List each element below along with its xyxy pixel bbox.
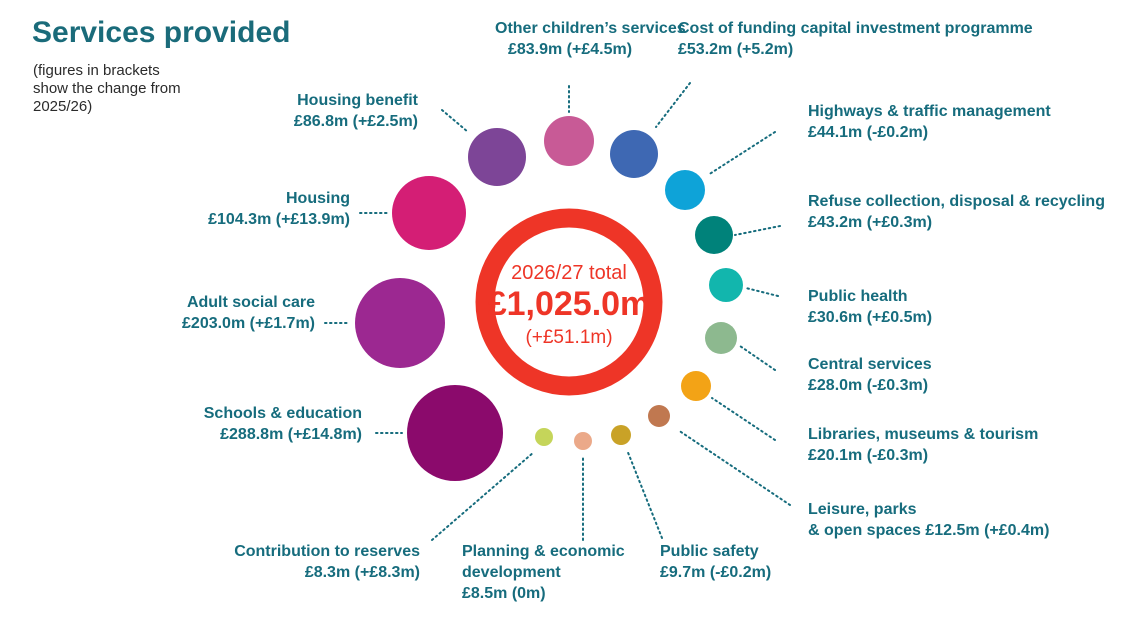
public-safety-bubble bbox=[611, 425, 631, 445]
refuse-label: Refuse collection, disposal & recycling £… bbox=[808, 191, 1105, 233]
planning-label-line: Planning & economic bbox=[462, 543, 625, 560]
total-value: £1,025.0m bbox=[488, 285, 651, 323]
other-childrens-services-bubble bbox=[544, 116, 594, 166]
other-childrens-services-label-line: Other children’s services bbox=[495, 20, 686, 37]
leisure-bubble bbox=[648, 405, 670, 427]
reserves-label-line: Contribution to reserves bbox=[234, 543, 420, 560]
cost-of-funding-leader-line bbox=[655, 82, 691, 128]
libraries-label: Libraries, museums & tourism £20.1m (-£0.… bbox=[808, 424, 1038, 466]
adult-social-care-bubble bbox=[355, 278, 445, 368]
housing-benefit-label-line: £86.8m (+£2.5m) bbox=[293, 113, 418, 130]
adult-social-care-label-line: Adult social care bbox=[186, 294, 315, 311]
housing-bubble bbox=[392, 176, 466, 250]
reserves-label-line: £8.3m (+£8.3m) bbox=[304, 564, 420, 581]
highways-bubble bbox=[665, 170, 705, 210]
housing-label: Housing £104.3m (+£13.9m) bbox=[208, 188, 350, 230]
change-note: (figures in brackets show the change fro… bbox=[33, 62, 181, 115]
public-safety-label-line: £9.7m (-£0.2m) bbox=[660, 564, 772, 581]
central-services-bubble bbox=[705, 322, 737, 354]
housing-benefit-bubble bbox=[468, 128, 526, 186]
public-safety-label-line: Public safety bbox=[660, 543, 759, 560]
public-health-label: Public health £30.6m (+£0.5m) bbox=[808, 286, 932, 328]
refuse-label-line: Refuse collection, disposal & recycling bbox=[808, 193, 1105, 210]
leisure-label-line: & open spaces £12.5m (+£0.4m) bbox=[808, 522, 1050, 539]
highways-label: Highways & traffic management £44.1m (-£0… bbox=[808, 101, 1051, 143]
reserves-bubble bbox=[535, 428, 553, 446]
refuse-bubble bbox=[695, 216, 733, 254]
cost-of-funding-bubble bbox=[610, 130, 658, 178]
libraries-bubble bbox=[681, 371, 711, 401]
planning-label: Planning & economic development £8.5m (0m) bbox=[462, 541, 625, 604]
housing-benefit-leader-line bbox=[441, 109, 469, 133]
schools-education-label-line: Schools & education bbox=[203, 405, 362, 422]
housing-label-line: £104.3m (+£13.9m) bbox=[208, 211, 350, 228]
housing-benefit-label: Housing benefit £86.8m (+£2.5m) bbox=[294, 90, 418, 132]
other-childrens-services-label-line: £83.9m (+£4.5m) bbox=[507, 41, 633, 58]
cost-of-funding-label-line: Cost of funding capital investment progr… bbox=[678, 20, 1033, 37]
adult-social-care-label: Adult social care £203.0m (+£1.7m) bbox=[182, 292, 315, 334]
total-change: (+£51.1m) bbox=[525, 327, 612, 348]
libraries-label-line: £20.1m (-£0.3m) bbox=[808, 447, 929, 464]
planning-label-line: £8.5m (0m) bbox=[462, 585, 546, 602]
public-safety-leader-line bbox=[626, 449, 663, 539]
other-childrens-services-label: Other children’s services £83.9m (+£4.5m) bbox=[495, 18, 686, 60]
central-services-leader-line bbox=[739, 345, 776, 371]
central-services-label-line: £28.0m (-£0.3m) bbox=[808, 377, 929, 394]
total-ring bbox=[475, 208, 663, 396]
page-title: Services provided bbox=[32, 16, 291, 49]
schools-education-label: Schools & education £288.8m (+£14.8m) bbox=[204, 403, 362, 445]
libraries-label-line: Libraries, museums & tourism bbox=[808, 426, 1039, 443]
public-health-label-line: Public health bbox=[808, 288, 908, 305]
central-services-label-line: Central services bbox=[808, 356, 932, 373]
refuse-leader-line bbox=[734, 225, 781, 236]
highways-leader-line bbox=[707, 131, 776, 176]
highways-label-line: £44.1m (-£0.2m) bbox=[808, 124, 929, 141]
schools-education-label-line: £288.8m (+£14.8m) bbox=[220, 426, 362, 443]
public-health-bubble bbox=[709, 268, 743, 302]
cost-of-funding-label-line: £53.2m (+5.2m) bbox=[678, 41, 794, 58]
reserves-leader-line bbox=[431, 451, 535, 541]
public-safety-label: Public safety £9.7m (-£0.2m) bbox=[660, 541, 771, 583]
leisure-label: Leisure, parks & open spaces £12.5m (+£0.… bbox=[808, 499, 1049, 541]
schools-education-bubble bbox=[407, 385, 503, 481]
planning-bubble bbox=[574, 432, 592, 450]
housing-label-line: Housing bbox=[286, 190, 350, 207]
refuse-label-line: £43.2m (+£0.3m) bbox=[808, 214, 933, 231]
highways-label-line: Highways & traffic management bbox=[808, 103, 1051, 120]
public-health-label-line: £30.6m (+£0.5m) bbox=[808, 309, 933, 326]
libraries-leader-line bbox=[711, 397, 776, 441]
reserves-label: Contribution to reserves £8.3m (+£8.3m) bbox=[234, 541, 420, 583]
cost-of-funding-label: Cost of funding capital investment progr… bbox=[678, 18, 1033, 60]
housing-benefit-label-line: Housing benefit bbox=[297, 92, 418, 109]
total-year-label: 2026/27 total bbox=[511, 262, 627, 284]
adult-social-care-label-line: £203.0m (+£1.7m) bbox=[182, 315, 315, 332]
public-health-leader-line bbox=[745, 287, 779, 297]
central-services-label: Central services £28.0m (-£0.3m) bbox=[808, 354, 932, 396]
planning-label-line: development bbox=[462, 564, 561, 581]
leisure-label-line: Leisure, parks bbox=[808, 501, 917, 518]
leisure-leader-line bbox=[677, 429, 791, 506]
